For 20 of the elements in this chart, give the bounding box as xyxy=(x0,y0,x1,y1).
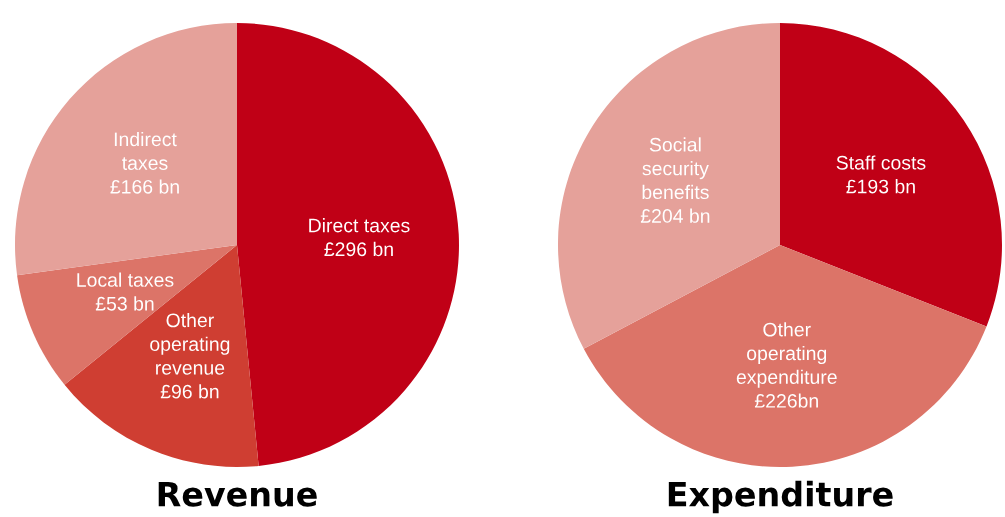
data-label: £96 bn xyxy=(160,384,219,399)
pie-slice xyxy=(64,245,259,467)
slice-label: Indirect taxes xyxy=(114,131,177,170)
text: Expenditure xyxy=(668,480,893,514)
data-label: £296 bn xyxy=(324,241,393,257)
data-label: £166 bn xyxy=(110,179,179,194)
pie-slice xyxy=(17,245,237,385)
pie-slice xyxy=(237,23,459,466)
data-label: £226bn xyxy=(754,393,818,408)
pie-slice xyxy=(583,245,987,467)
slice-label: Direct taxes xyxy=(309,218,410,233)
slice-label: Local taxes xyxy=(77,272,174,287)
data-label: £193 bn xyxy=(846,179,915,194)
slice-label: Other operating expenditure xyxy=(736,322,837,388)
data-label: £53 bn xyxy=(95,296,154,311)
slice-label: Staff costs xyxy=(836,155,926,170)
slice-label: Other operating revenue xyxy=(150,312,230,375)
slice-label: Social security benefits xyxy=(642,137,709,200)
data-label: £204 bn xyxy=(640,208,710,223)
text: Revenue xyxy=(158,481,317,507)
